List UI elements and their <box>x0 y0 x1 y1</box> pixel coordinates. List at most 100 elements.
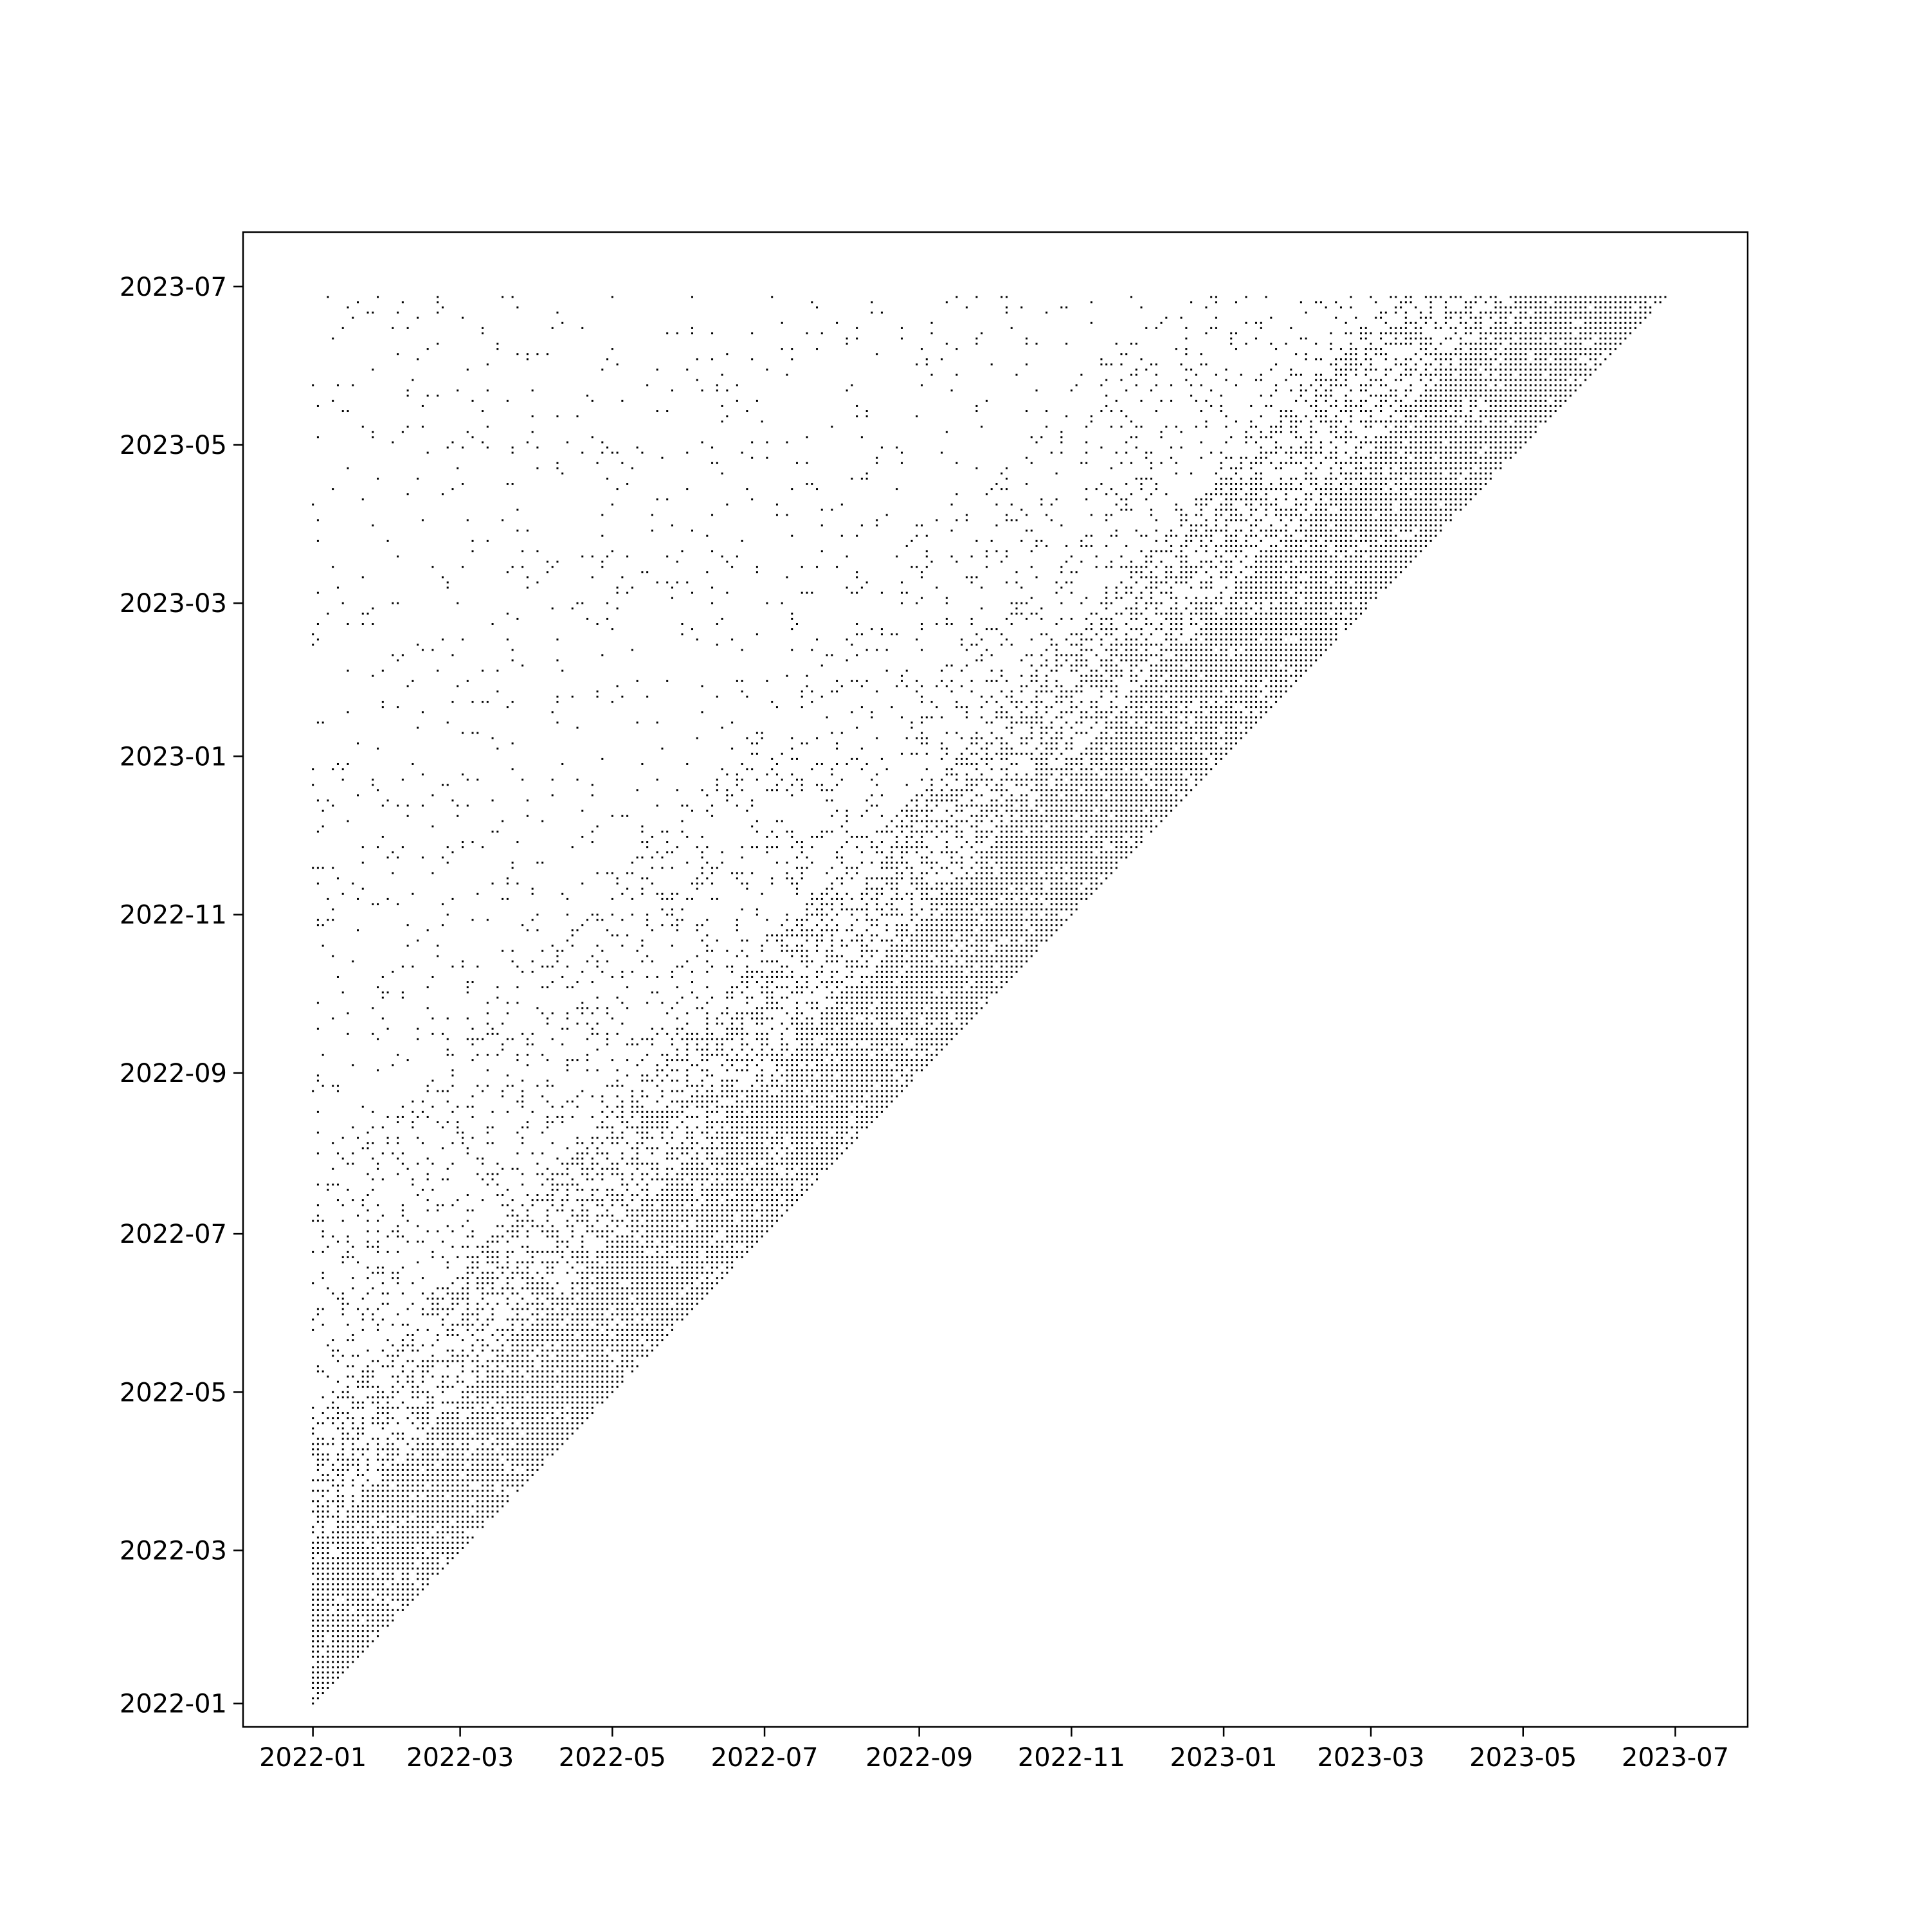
data-point <box>731 1188 734 1191</box>
data-point <box>771 1199 774 1202</box>
data-point <box>451 1510 454 1513</box>
data-point <box>496 1427 499 1430</box>
data-point <box>392 1365 394 1368</box>
data-point <box>761 1209 763 1212</box>
data-point <box>561 1256 564 1258</box>
data-point <box>446 1360 449 1362</box>
data-point <box>401 1490 404 1492</box>
data-point <box>840 1090 843 1092</box>
data-point <box>502 1350 504 1352</box>
data-point <box>482 1510 484 1513</box>
data-point <box>621 1344 624 1347</box>
data-point <box>471 1137 474 1139</box>
data-point <box>336 1541 339 1544</box>
data-point <box>661 1256 664 1258</box>
data-point <box>751 1147 754 1150</box>
data-point <box>601 1121 604 1124</box>
data-point <box>531 1110 534 1113</box>
data-point <box>451 1448 454 1450</box>
data-point <box>591 1178 593 1180</box>
data-point <box>891 1027 893 1030</box>
data-point <box>457 1485 459 1487</box>
data-point <box>791 1115 793 1118</box>
data-point <box>566 1432 568 1435</box>
data-point <box>332 1485 334 1487</box>
data-point <box>476 1261 479 1263</box>
data-point <box>820 1027 823 1030</box>
data-point <box>471 1115 474 1118</box>
data-point <box>860 1048 863 1051</box>
data-point <box>611 1360 613 1362</box>
data-point <box>446 1225 449 1227</box>
data-point <box>880 1033 883 1035</box>
data-point <box>686 1054 689 1056</box>
data-point <box>347 1588 349 1591</box>
data-point <box>482 1250 484 1253</box>
data-point <box>516 1333 519 1336</box>
data-point <box>491 1126 494 1129</box>
data-point <box>392 1552 394 1555</box>
data-point <box>451 1401 454 1404</box>
data-point <box>496 1500 499 1503</box>
data-point <box>401 1235 404 1238</box>
data-point <box>831 1069 833 1072</box>
data-point <box>686 1100 689 1103</box>
data-point <box>367 1614 369 1616</box>
data-point <box>551 1085 554 1087</box>
data-point <box>381 1521 384 1523</box>
data-point <box>701 1069 703 1072</box>
data-point <box>486 1468 489 1471</box>
data-point <box>516 1360 519 1362</box>
data-point <box>775 1132 778 1134</box>
data-point <box>386 1614 389 1616</box>
data-point <box>347 1625 349 1627</box>
data-point <box>476 1510 479 1513</box>
data-point <box>666 1157 669 1160</box>
data-point <box>367 1573 369 1575</box>
data-point <box>626 1188 629 1191</box>
data-point <box>820 1085 823 1087</box>
data-point <box>631 1328 633 1331</box>
data-point <box>621 1022 624 1025</box>
data-point <box>471 1059 474 1061</box>
data-point <box>406 1240 409 1243</box>
data-point <box>606 1168 609 1170</box>
data-point <box>496 1468 499 1471</box>
data-point <box>441 1526 444 1528</box>
data-point <box>341 1391 344 1393</box>
data-point <box>925 1059 928 1061</box>
data-point <box>751 1142 754 1144</box>
data-point <box>336 1661 339 1663</box>
data-point <box>496 1235 499 1238</box>
data-point <box>581 1261 584 1263</box>
data-point <box>357 1650 359 1653</box>
data-point <box>636 1287 638 1290</box>
data-point <box>526 1443 529 1445</box>
data-point <box>795 1017 798 1020</box>
data-point <box>341 1620 344 1622</box>
data-point <box>486 1412 489 1414</box>
data-point <box>536 1282 539 1285</box>
data-point <box>721 1183 723 1186</box>
data-point <box>426 1479 429 1482</box>
data-point <box>816 1033 819 1035</box>
data-point <box>746 1064 748 1067</box>
data-point <box>806 1115 808 1118</box>
data-point <box>641 1121 644 1124</box>
data-point <box>571 1318 574 1321</box>
data-point <box>581 1401 584 1404</box>
data-point <box>795 1126 798 1129</box>
data-point <box>771 1204 774 1207</box>
data-point <box>457 1277 459 1279</box>
data-point <box>551 1194 554 1196</box>
data-point <box>386 1573 389 1575</box>
data-point <box>576 1360 579 1362</box>
data-point <box>347 1458 349 1461</box>
data-point <box>536 1443 539 1445</box>
data-point <box>406 1536 409 1539</box>
data-point <box>526 1365 529 1368</box>
data-point <box>441 1500 444 1503</box>
data-point <box>775 1137 778 1139</box>
data-point <box>736 1168 738 1170</box>
data-point <box>341 1448 344 1450</box>
